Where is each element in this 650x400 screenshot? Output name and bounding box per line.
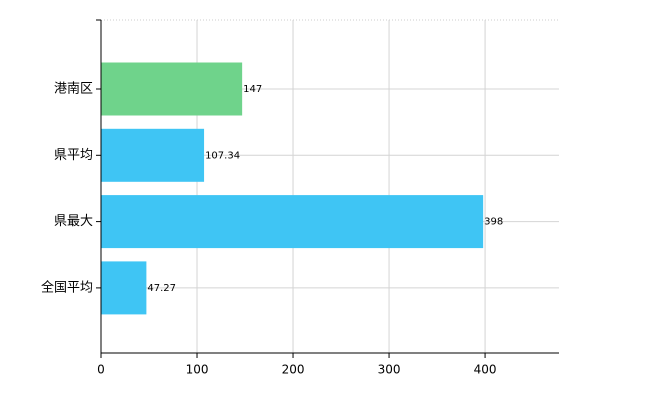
x-tick-label: 100 bbox=[186, 363, 209, 377]
y-tick-label: 県平均 bbox=[54, 148, 93, 163]
x-tick-label: 300 bbox=[378, 363, 401, 377]
y-tick-label: 港南区 bbox=[54, 81, 93, 97]
bar bbox=[101, 62, 243, 116]
bar bbox=[101, 261, 147, 315]
x-tick-label: 200 bbox=[282, 363, 305, 377]
value-label: 147 bbox=[243, 84, 262, 95]
bar bbox=[101, 128, 205, 182]
value-label: 107.34 bbox=[205, 150, 240, 161]
bar bbox=[101, 195, 484, 249]
value-label: 47.27 bbox=[147, 283, 176, 294]
y-tick-label: 全国平均 bbox=[41, 279, 93, 295]
value-label: 398 bbox=[484, 217, 503, 228]
x-tick-label: 400 bbox=[474, 363, 497, 377]
x-tick-label: 0 bbox=[97, 363, 105, 377]
y-tick-label: 県最大 bbox=[54, 214, 93, 229]
